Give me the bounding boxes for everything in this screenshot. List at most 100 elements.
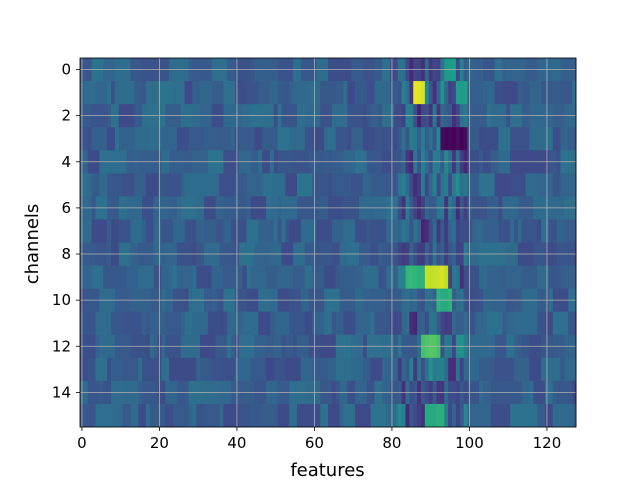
heatmap-cell <box>83 265 89 290</box>
heatmap-cell <box>572 81 577 105</box>
heatmap-cell <box>378 81 383 105</box>
heatmap-cell <box>521 403 527 428</box>
heatmap-cell <box>145 311 151 336</box>
heatmap-cell <box>223 403 228 428</box>
heatmap-cell <box>324 219 329 243</box>
heatmap-cell <box>269 357 275 382</box>
heatmap-cell <box>471 357 476 382</box>
heatmap-cell <box>362 219 368 243</box>
heatmap-cell <box>91 265 96 290</box>
heatmap-cell <box>254 81 259 105</box>
heatmap-cell <box>293 81 298 105</box>
heatmap-cell <box>572 311 577 336</box>
heatmap-cell <box>266 311 271 336</box>
heatmap-cell <box>83 311 89 336</box>
heatmap-cell <box>448 81 453 105</box>
heatmap-cell <box>374 219 379 243</box>
heatmap-cell <box>192 265 197 290</box>
heatmap-cell <box>173 311 178 336</box>
heatmap-cell <box>192 219 197 243</box>
heatmap-cell <box>196 403 201 428</box>
heatmap-cell <box>91 357 96 382</box>
heatmap-cell <box>490 311 496 336</box>
heatmap-cell <box>428 173 434 197</box>
heatmap-cell <box>91 127 96 151</box>
heatmap-cell <box>211 219 217 243</box>
heatmap-cell <box>393 173 399 197</box>
heatmap-cell <box>227 403 232 428</box>
heatmap-cell <box>95 173 100 197</box>
heatmap-cell <box>339 219 344 243</box>
heatmap-cell <box>99 357 104 382</box>
heatmap-cell <box>223 81 228 105</box>
heatmap-cell <box>250 265 255 290</box>
heatmap-cell <box>517 219 523 243</box>
heatmap-cell <box>463 219 468 243</box>
heatmap-cell <box>200 127 205 151</box>
heatmap-cell <box>347 265 352 290</box>
heatmap-cell <box>405 357 410 382</box>
heatmap-cell <box>231 81 236 105</box>
heatmap-cell <box>153 403 158 428</box>
heatmap-cell <box>304 173 310 197</box>
heatmap-cell <box>417 403 422 428</box>
heatmap-cell <box>165 127 170 151</box>
heatmap-cell <box>200 357 205 382</box>
heatmap-cell <box>335 127 341 151</box>
heatmap-cell <box>266 219 271 243</box>
heatmap-cell <box>103 357 108 382</box>
heatmap-cell <box>556 173 561 197</box>
heatmap-cell <box>393 81 399 105</box>
heatmap-cell <box>130 219 135 243</box>
heatmap-cell <box>386 403 391 428</box>
heatmap-cell <box>552 219 558 243</box>
heatmap-cell <box>169 219 174 243</box>
heatmap-cell <box>231 127 236 151</box>
heatmap-cell <box>83 127 89 151</box>
heatmap-cell <box>436 357 441 382</box>
heatmap-cell <box>87 265 93 290</box>
heatmap-cell <box>153 311 158 336</box>
heatmap-cell <box>428 81 434 105</box>
heatmap-cell <box>537 403 542 428</box>
heatmap-cell <box>521 357 527 382</box>
heatmap-cell <box>397 127 403 151</box>
heatmap-cell <box>227 311 232 336</box>
heatmap-cell <box>238 81 244 105</box>
heatmap-cell <box>494 219 499 243</box>
heatmap-cell <box>134 357 139 382</box>
heatmap-cell <box>169 127 174 151</box>
heatmap-cell <box>448 357 453 382</box>
heatmap-cell <box>188 127 193 151</box>
heatmap-cell <box>304 311 310 336</box>
heatmap-cell <box>142 127 147 151</box>
heatmap-cell <box>103 127 108 151</box>
heatmap-cell <box>173 403 178 428</box>
heatmap-cell <box>401 403 406 428</box>
heatmap-cell <box>494 403 499 428</box>
heatmap-cell <box>134 219 139 243</box>
heatmap-cell <box>180 173 186 197</box>
heatmap-cell <box>192 127 197 151</box>
heatmap-cell <box>184 81 189 105</box>
heatmap-cell <box>219 311 224 336</box>
heatmap-cell <box>215 81 220 105</box>
heatmap-cell <box>250 311 255 336</box>
heatmap-cell <box>331 403 337 428</box>
heatmap-cell <box>537 311 542 336</box>
heatmap-cell <box>219 81 224 105</box>
heatmap-cell <box>111 81 116 105</box>
heatmap-cell <box>351 81 356 105</box>
heatmap-cell <box>188 173 193 197</box>
heatmap-cell <box>293 265 298 290</box>
heatmap-cell <box>269 219 275 243</box>
heatmap-cell <box>324 311 329 336</box>
heatmap-cell <box>95 357 100 382</box>
heatmap-cell <box>126 81 131 105</box>
heatmap-cell <box>483 403 488 428</box>
heatmap-cell <box>103 265 108 290</box>
heatmap-cell <box>254 311 259 336</box>
heatmap-cell <box>285 81 290 105</box>
heatmap-cell <box>401 265 406 290</box>
heatmap-cell <box>347 127 352 151</box>
